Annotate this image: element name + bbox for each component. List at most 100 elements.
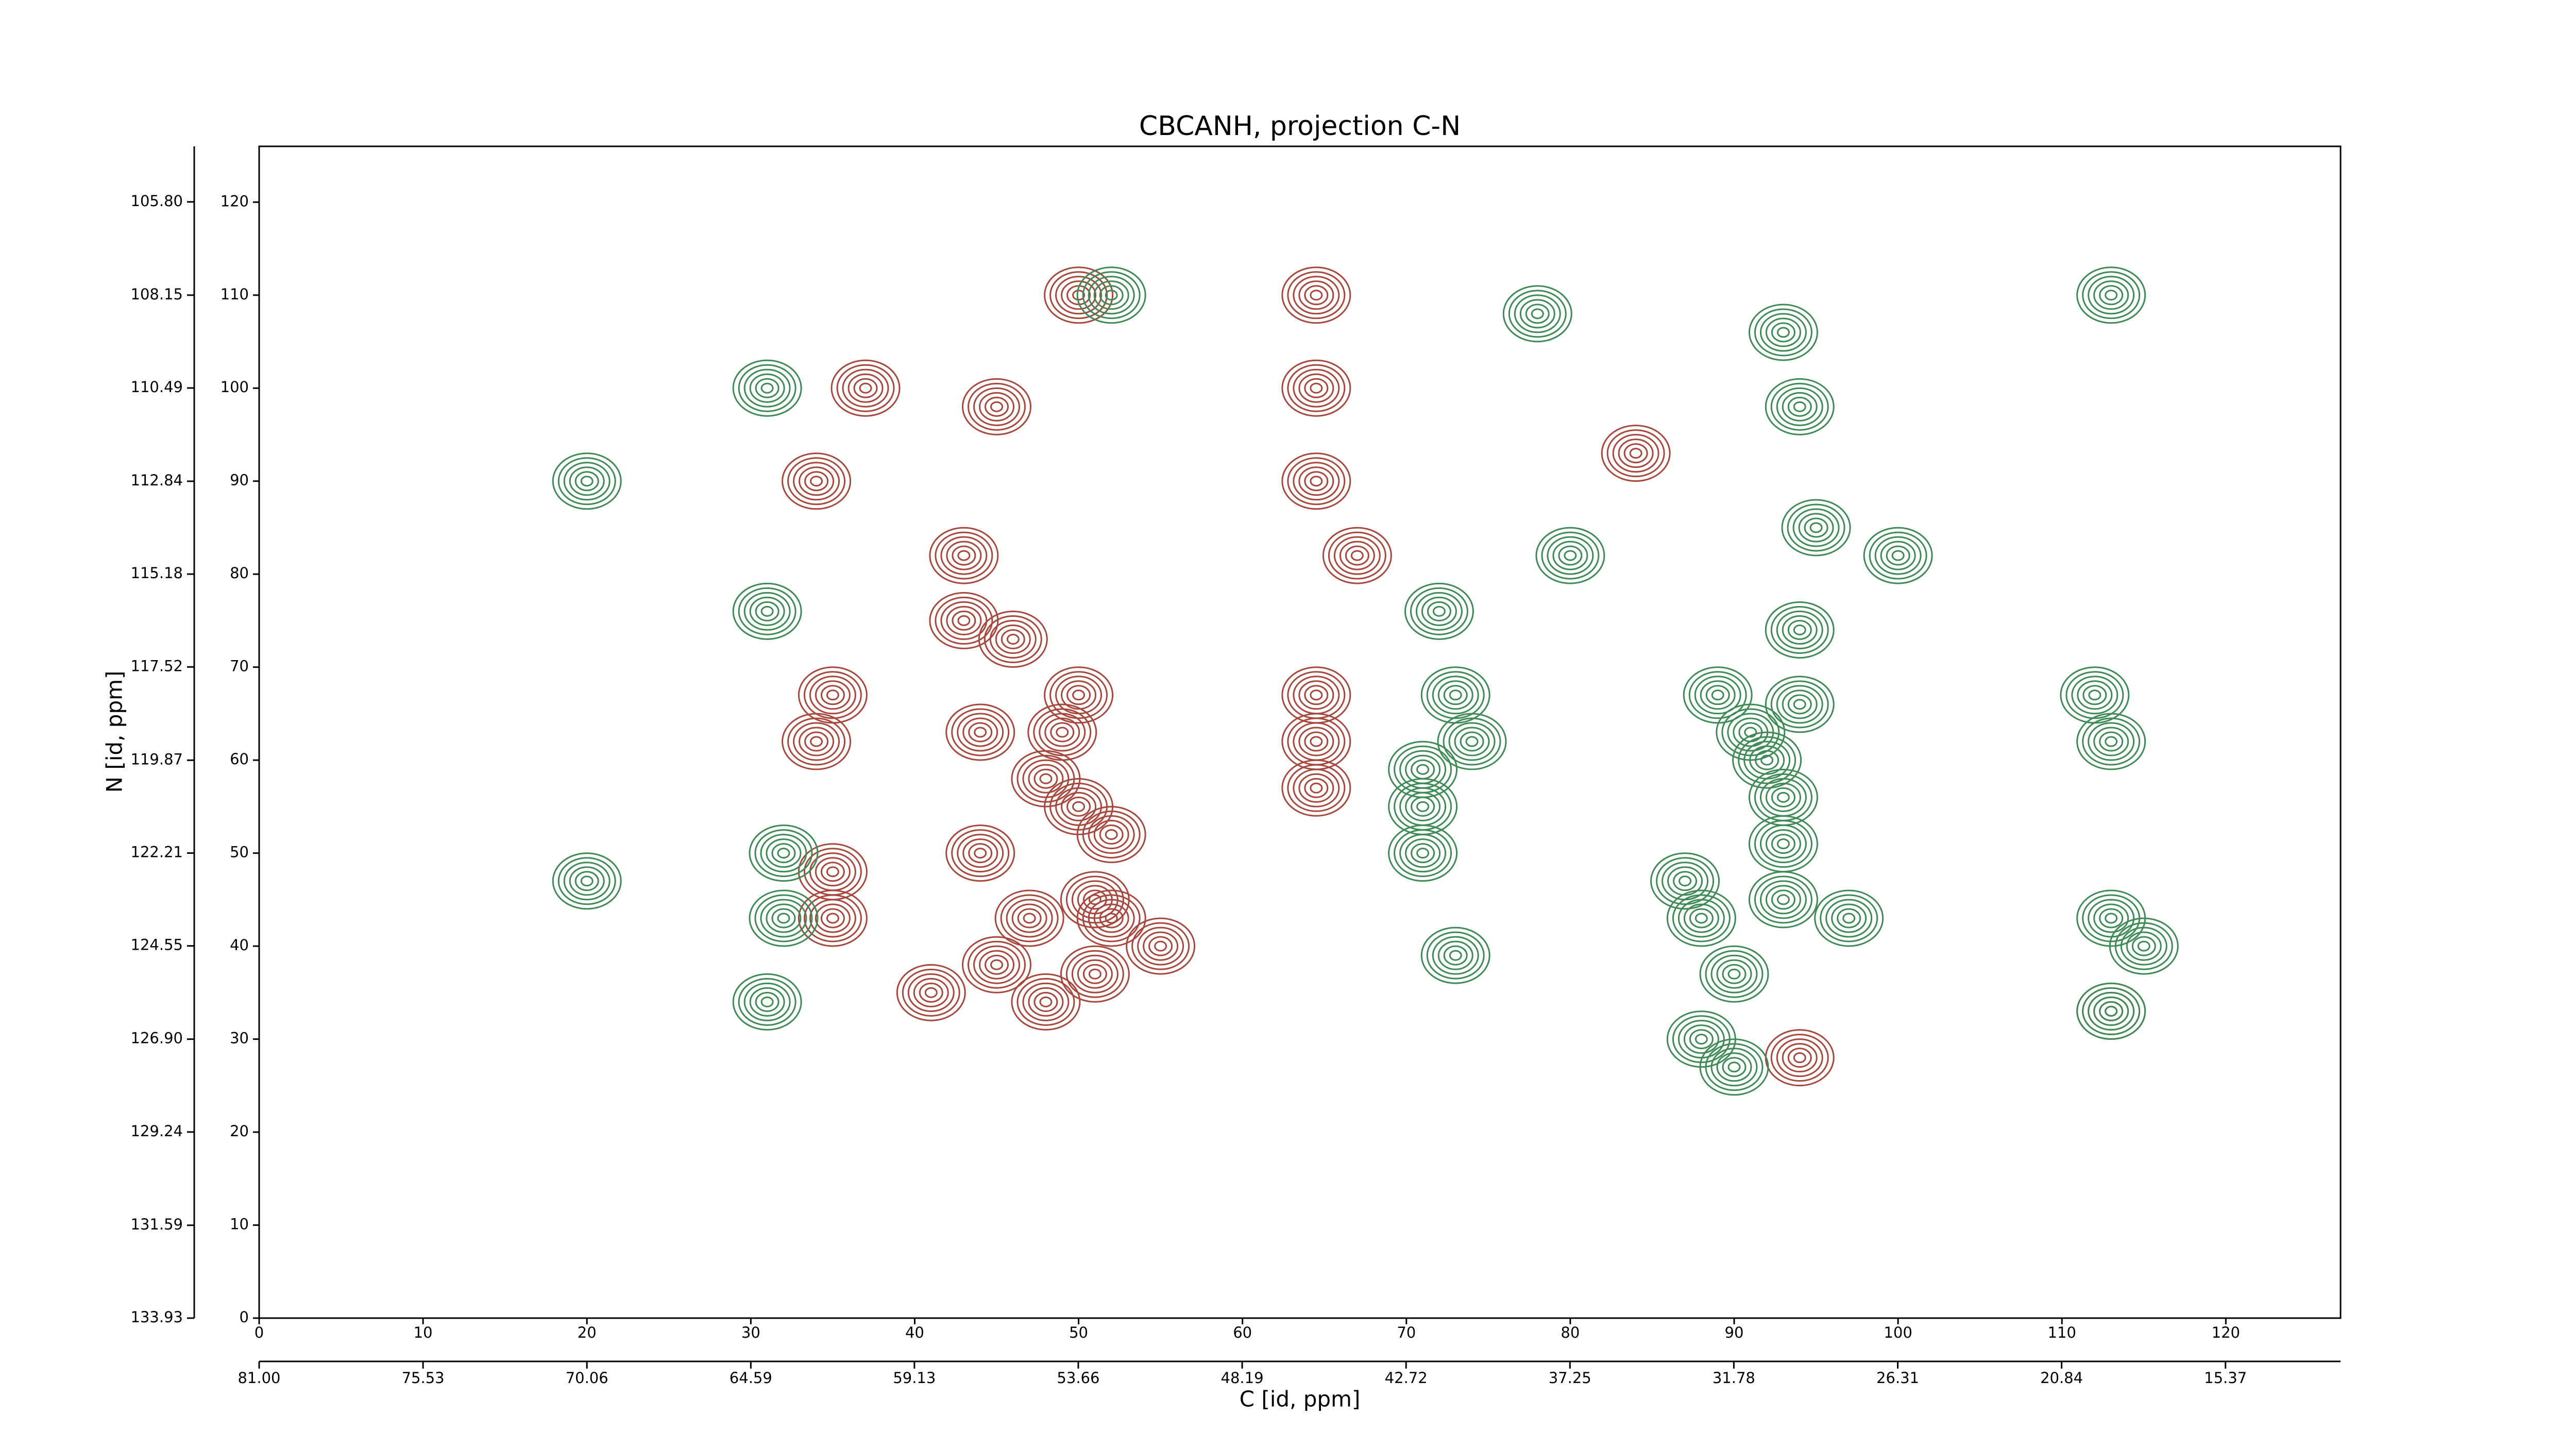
contour-peak [973, 945, 1020, 984]
contour-peak [946, 605, 982, 635]
contour-peak [1298, 466, 1334, 496]
contour-peak [2076, 713, 2146, 770]
contour-peak [1449, 950, 1462, 961]
contour-peak [580, 875, 594, 887]
contour-peak [1028, 987, 1064, 1017]
x-tick-label: 80 [1561, 1324, 1580, 1341]
contour-peak [952, 610, 976, 631]
contour-peak [1304, 778, 1329, 798]
contour-peak [1770, 1034, 1829, 1082]
contour-peak [951, 708, 1010, 756]
contour-peak [2077, 680, 2113, 710]
contour-peak [1502, 285, 1572, 343]
contour-peak [2071, 676, 2119, 715]
contour-peak [1405, 838, 1441, 868]
contour-peak [1460, 731, 1484, 752]
contour-peak [1804, 517, 1828, 538]
contour-peak [1699, 945, 1769, 1003]
contour-peak [957, 834, 1004, 873]
contour-peak [1437, 713, 1507, 770]
contour-peak [896, 964, 966, 1021]
contour-peak [1049, 671, 1108, 719]
contour-peak [782, 713, 852, 770]
contour-peak [1399, 787, 1447, 826]
contour-peak [755, 378, 779, 398]
contour-peak [1759, 880, 1807, 919]
contour-peak [766, 838, 802, 868]
contour-peak [1825, 899, 1873, 938]
contour-peak [1072, 801, 1086, 812]
x2-tick-label: 48.19 [1221, 1369, 1264, 1387]
contour-peak [945, 703, 1015, 761]
contour-peak [1394, 745, 1452, 794]
contour-peak [1105, 913, 1118, 924]
contour-peak [1310, 382, 1323, 394]
contour-peak [1044, 717, 1080, 747]
contour-peak [1564, 550, 1577, 561]
contour-peak [1388, 824, 1458, 882]
contour-peak [1126, 917, 1196, 975]
contour-peak [1287, 364, 1346, 412]
contour-peak [1765, 829, 1801, 859]
contour-peak [1535, 527, 1605, 584]
contour-peak [924, 987, 938, 998]
contour-peak [809, 676, 856, 715]
contour-peak [1793, 1052, 1806, 1064]
contour-peak [1055, 276, 1103, 315]
contour-peak [1304, 471, 1329, 492]
y-tick-label: 50 [230, 844, 249, 861]
contour-peak [1782, 392, 1818, 422]
contour-peak [755, 991, 779, 1012]
contour-peak [945, 824, 1015, 882]
contour-peak [1076, 889, 1146, 947]
y-tick-label: 20 [230, 1122, 249, 1140]
contour-peak [2126, 931, 2162, 961]
contour-peak [1694, 1034, 1708, 1045]
plot-frame [258, 145, 2342, 1319]
contour-peak [1880, 541, 1916, 570]
contour-peak [2076, 982, 2146, 1040]
contour-peak [990, 401, 1003, 412]
contour-peak [1612, 434, 1659, 473]
contour-peak [974, 727, 987, 738]
contour-peak [1710, 954, 1758, 993]
contour-peak [1629, 448, 1642, 459]
contour-peak [738, 364, 796, 412]
contour-peak [1679, 875, 1692, 887]
y2-tick-label: 112.84 [131, 471, 183, 489]
contour-peak [1798, 513, 1834, 543]
contour-peak [1001, 629, 1025, 650]
y-tick-label: 120 [221, 192, 249, 210]
contour-peak [1787, 1048, 1812, 1068]
contour-peak [929, 592, 999, 649]
contour-peak [1771, 787, 1795, 807]
contour-peak [1748, 304, 1818, 361]
contour-peak [1705, 685, 1730, 705]
contour-peak [1287, 671, 1346, 719]
contour-peak [978, 392, 1014, 422]
contour-peak [815, 903, 851, 933]
contour-peak [1411, 843, 1435, 864]
contour-peak [2088, 991, 2135, 1031]
contour-peak [743, 368, 791, 408]
x2-tick-label: 31.78 [1713, 1369, 1755, 1387]
contour-peak [1298, 727, 1334, 756]
contour-peak [1023, 913, 1036, 924]
contour-peak [1076, 806, 1146, 864]
contour-peak [2082, 894, 2141, 942]
y2-tick-label: 126.90 [131, 1030, 183, 1047]
contour-peak [1700, 680, 1736, 710]
contour-peak [1793, 624, 1806, 635]
contour-peak [1333, 536, 1381, 575]
contour-peak [1754, 820, 1812, 868]
contour-peak [1754, 773, 1812, 821]
contour-peak [984, 615, 1042, 664]
contour-peak [1820, 894, 1878, 942]
contour-peak [1759, 313, 1807, 352]
contour-peak [738, 587, 796, 635]
contour-peak [1771, 322, 1795, 343]
contour-peak [1792, 508, 1840, 547]
contour-peak [1765, 601, 1835, 659]
y-tick-label: 60 [230, 750, 249, 768]
